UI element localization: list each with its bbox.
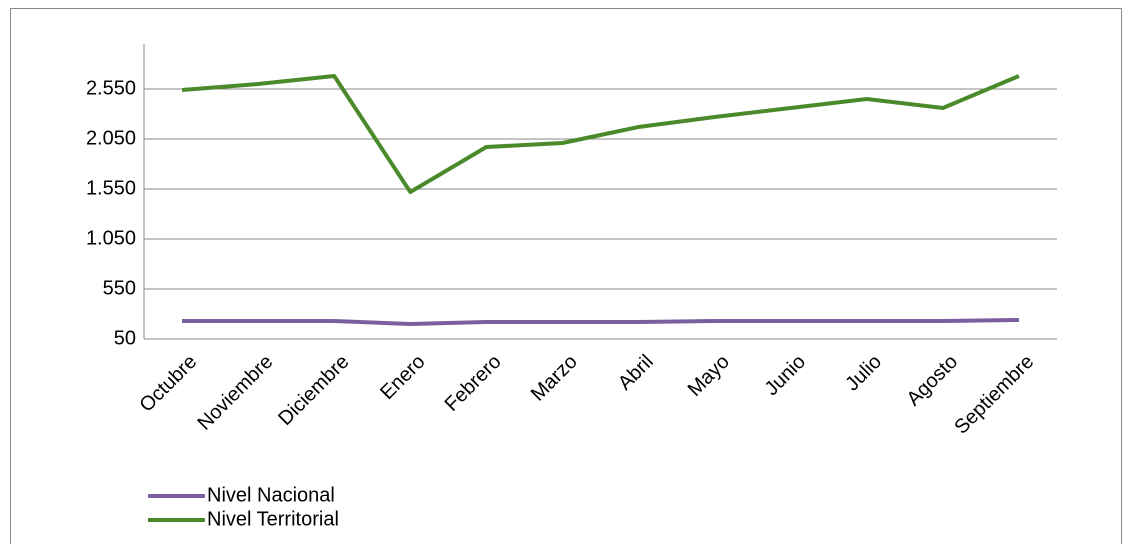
y-tick-label: 550 (103, 277, 136, 299)
y-tick-label: 1.050 (86, 227, 136, 249)
legend-label: Nivel Territorial (207, 508, 339, 530)
legend-label: Nivel Nacional (207, 484, 335, 506)
y-tick-label: 2.550 (86, 77, 136, 99)
line-series (181, 74, 1020, 194)
y-tick-label: 50 (114, 327, 136, 349)
y-tick-label: 1.550 (86, 177, 136, 199)
chart-frame (10, 8, 1122, 544)
y-tick-label: 2.050 (86, 127, 136, 149)
line-series (182, 318, 1019, 326)
